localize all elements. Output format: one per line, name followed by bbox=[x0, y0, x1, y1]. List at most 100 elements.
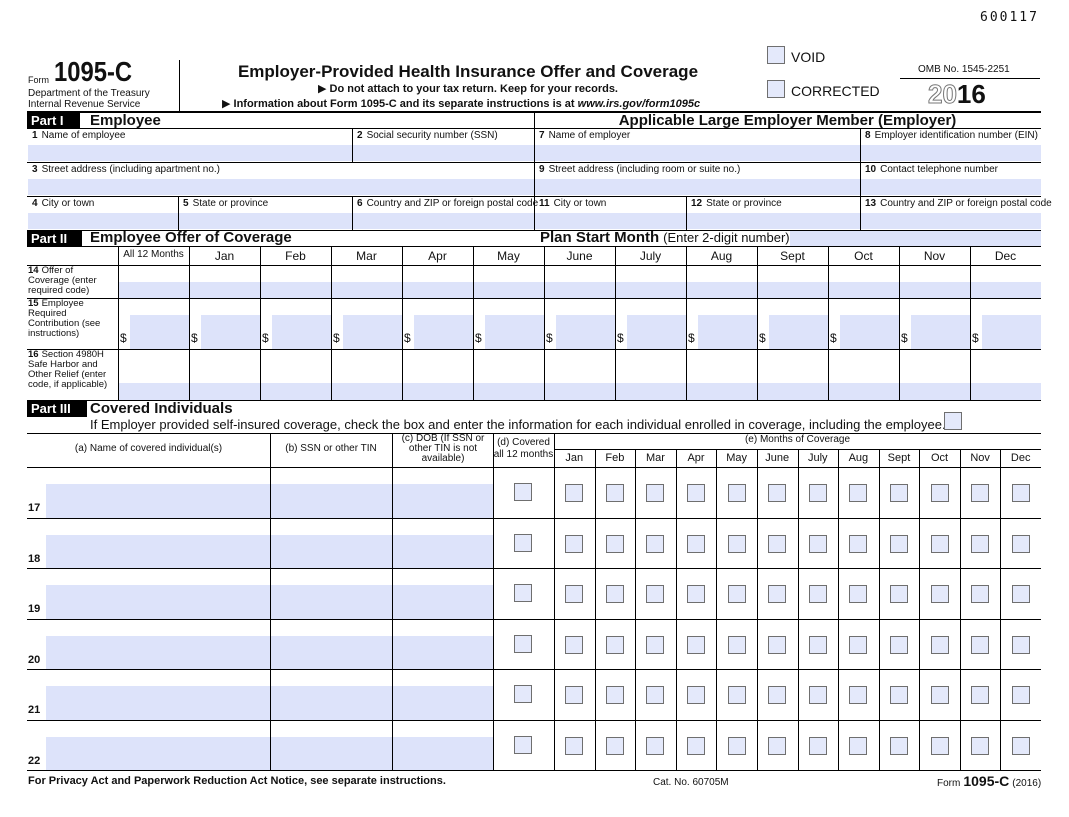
input-field[interactable] bbox=[485, 315, 544, 349]
input-field[interactable] bbox=[46, 635, 270, 669]
checkbox[interactable] bbox=[971, 736, 990, 755]
checkbox[interactable] bbox=[687, 736, 706, 755]
checkbox[interactable] bbox=[1011, 736, 1030, 755]
checkbox[interactable] bbox=[565, 635, 584, 654]
checkbox[interactable] bbox=[605, 484, 624, 502]
checkbox[interactable] bbox=[687, 585, 706, 603]
checkbox[interactable] bbox=[889, 736, 908, 755]
input-field[interactable] bbox=[272, 315, 331, 349]
input-field[interactable] bbox=[393, 736, 493, 770]
checkbox[interactable] bbox=[767, 46, 785, 64]
checkbox[interactable] bbox=[808, 736, 827, 755]
input-field[interactable] bbox=[982, 315, 1041, 349]
checkbox[interactable] bbox=[565, 585, 584, 603]
input-field[interactable] bbox=[393, 686, 493, 720]
checkbox[interactable] bbox=[930, 635, 949, 654]
input-field[interactable] bbox=[28, 145, 352, 161]
checkbox[interactable] bbox=[768, 635, 787, 654]
checkbox[interactable] bbox=[767, 80, 785, 98]
checkbox[interactable] bbox=[849, 686, 868, 704]
checkbox[interactable] bbox=[944, 412, 962, 430]
checkbox[interactable] bbox=[889, 534, 908, 553]
checkbox[interactable] bbox=[768, 534, 787, 553]
input-field[interactable] bbox=[271, 686, 392, 720]
checkbox[interactable] bbox=[930, 534, 949, 553]
checkbox[interactable] bbox=[605, 736, 624, 755]
input-field[interactable] bbox=[46, 534, 270, 568]
input-field[interactable] bbox=[271, 736, 392, 770]
input-field[interactable] bbox=[687, 213, 860, 229]
input-field[interactable] bbox=[353, 213, 534, 229]
input-field[interactable] bbox=[28, 213, 178, 229]
checkbox[interactable] bbox=[646, 635, 665, 654]
checkbox[interactable] bbox=[514, 735, 532, 754]
checkbox[interactable] bbox=[930, 484, 949, 502]
checkbox[interactable] bbox=[565, 736, 584, 755]
checkbox[interactable] bbox=[849, 585, 868, 603]
input-field[interactable] bbox=[46, 686, 270, 720]
checkbox[interactable] bbox=[646, 736, 665, 755]
input-field[interactable] bbox=[861, 179, 1041, 195]
checkbox[interactable] bbox=[727, 736, 746, 755]
checkbox[interactable] bbox=[646, 585, 665, 603]
input-field[interactable] bbox=[393, 635, 493, 669]
checkbox[interactable] bbox=[727, 585, 746, 603]
checkbox[interactable] bbox=[646, 484, 665, 502]
checkbox[interactable] bbox=[971, 585, 990, 603]
checkbox[interactable] bbox=[768, 484, 787, 502]
checkbox[interactable] bbox=[687, 484, 706, 502]
input-field[interactable] bbox=[535, 213, 686, 229]
checkbox[interactable] bbox=[514, 634, 532, 653]
input-field[interactable] bbox=[179, 213, 352, 229]
input-field[interactable] bbox=[118, 383, 1041, 400]
checkbox[interactable] bbox=[768, 686, 787, 704]
checkbox[interactable] bbox=[514, 533, 532, 552]
checkbox[interactable] bbox=[646, 534, 665, 553]
input-field[interactable] bbox=[393, 585, 493, 619]
input-field[interactable] bbox=[393, 534, 493, 568]
checkbox[interactable] bbox=[514, 483, 532, 501]
checkbox[interactable] bbox=[849, 736, 868, 755]
checkbox[interactable] bbox=[808, 686, 827, 704]
checkbox[interactable] bbox=[971, 484, 990, 502]
checkbox[interactable] bbox=[849, 534, 868, 553]
checkbox[interactable] bbox=[605, 534, 624, 553]
checkbox[interactable] bbox=[514, 584, 532, 602]
input-field[interactable] bbox=[271, 635, 392, 669]
checkbox[interactable] bbox=[514, 685, 532, 703]
input-field[interactable] bbox=[769, 315, 828, 349]
checkbox[interactable] bbox=[1011, 635, 1030, 654]
checkbox[interactable] bbox=[768, 736, 787, 755]
checkbox[interactable] bbox=[808, 534, 827, 553]
input-field[interactable] bbox=[627, 315, 686, 349]
checkbox[interactable] bbox=[971, 635, 990, 654]
checkbox[interactable] bbox=[687, 686, 706, 704]
checkbox[interactable] bbox=[727, 534, 746, 553]
input-field[interactable] bbox=[46, 484, 270, 518]
checkbox[interactable] bbox=[1011, 534, 1030, 553]
checkbox[interactable] bbox=[889, 686, 908, 704]
checkbox[interactable] bbox=[1011, 686, 1030, 704]
checkbox[interactable] bbox=[971, 686, 990, 704]
checkbox[interactable] bbox=[768, 585, 787, 603]
checkbox[interactable] bbox=[930, 736, 949, 755]
input-field[interactable] bbox=[271, 534, 392, 568]
input-field[interactable] bbox=[861, 145, 1041, 161]
input-field[interactable] bbox=[861, 213, 1041, 229]
checkbox[interactable] bbox=[889, 585, 908, 603]
checkbox[interactable] bbox=[565, 534, 584, 553]
input-field[interactable] bbox=[911, 315, 970, 349]
input-field[interactable] bbox=[790, 231, 1041, 246]
checkbox[interactable] bbox=[646, 686, 665, 704]
checkbox[interactable] bbox=[930, 585, 949, 603]
input-field[interactable] bbox=[28, 179, 534, 195]
checkbox[interactable] bbox=[565, 484, 584, 502]
checkbox[interactable] bbox=[889, 484, 908, 502]
checkbox[interactable] bbox=[1011, 585, 1030, 603]
checkbox[interactable] bbox=[687, 635, 706, 654]
input-field[interactable] bbox=[414, 315, 473, 349]
checkbox[interactable] bbox=[605, 585, 624, 603]
checkbox[interactable] bbox=[727, 484, 746, 502]
input-field[interactable] bbox=[130, 315, 189, 349]
input-field[interactable] bbox=[271, 585, 392, 619]
